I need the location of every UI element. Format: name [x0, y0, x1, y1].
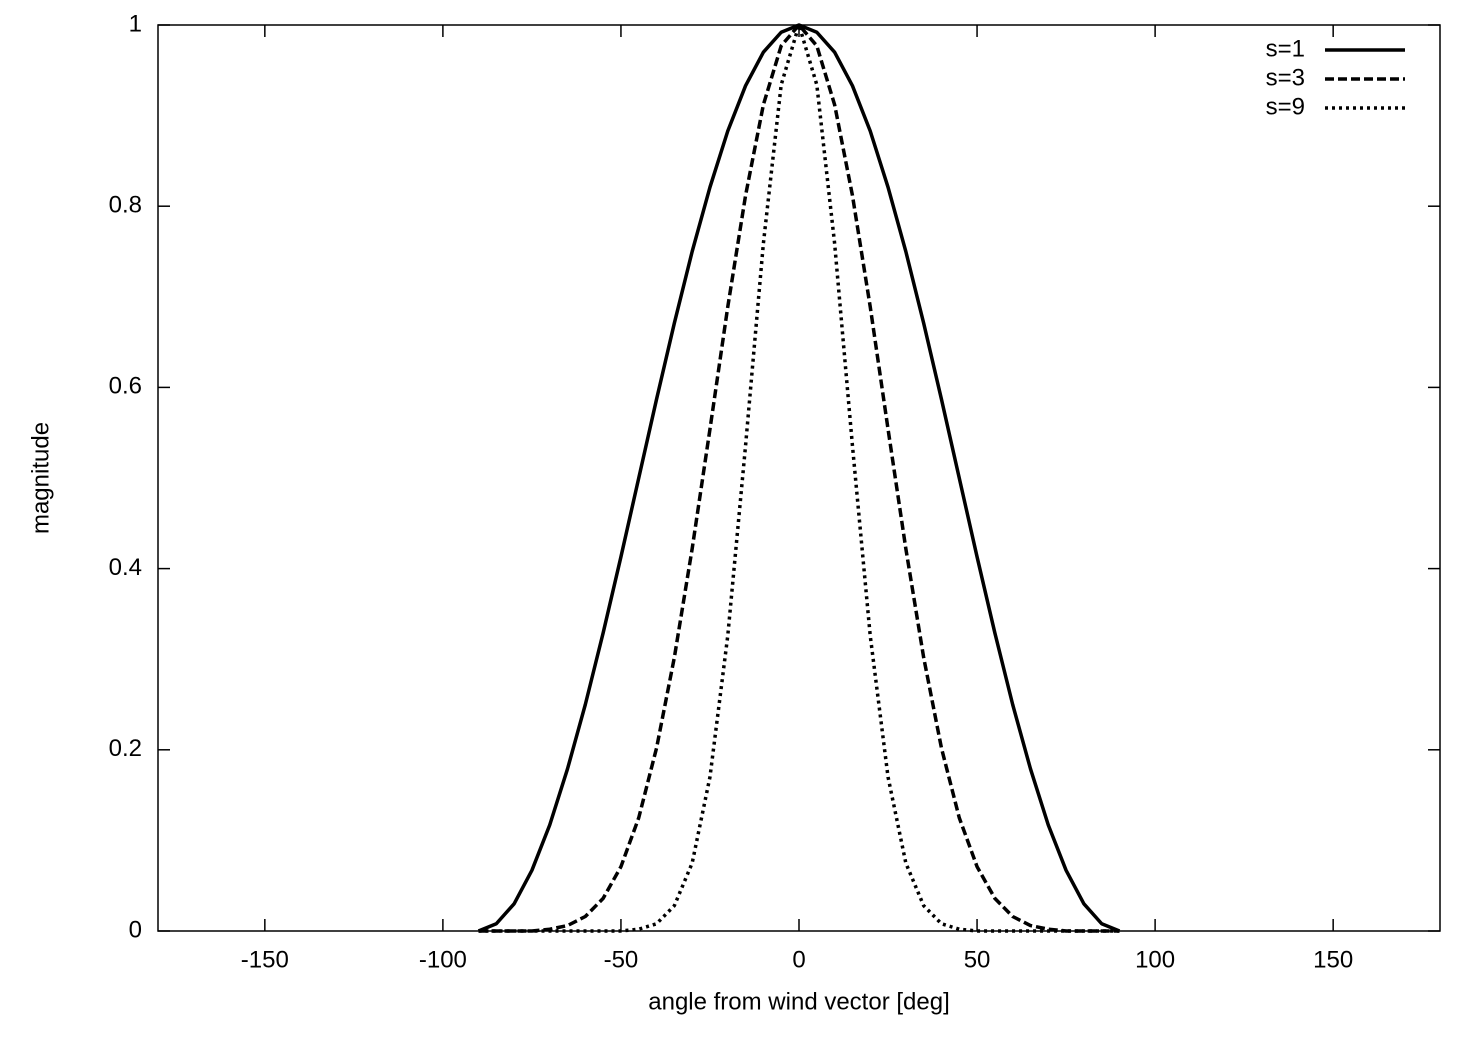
- legend-label: s=9: [1266, 93, 1305, 120]
- x-tick-label: 50: [964, 946, 991, 973]
- x-tick-label: -150: [241, 946, 289, 973]
- x-tick-label: 100: [1135, 946, 1175, 973]
- series-line: [478, 23, 1120, 933]
- x-tick-label: -100: [419, 946, 467, 973]
- y-axis-label: magnitude: [27, 422, 54, 534]
- x-axis-label: angle from wind vector [deg]: [648, 988, 950, 1015]
- plot-frame: [157, 24, 1441, 932]
- y-tick-label: 0.6: [109, 373, 142, 400]
- legend-label: s=1: [1266, 35, 1305, 62]
- series-line: [477, 23, 1121, 933]
- y-tick-label: 0.8: [109, 192, 142, 219]
- y-tick-label: 0: [129, 916, 142, 943]
- x-tick-label: -50: [604, 946, 639, 973]
- legend-label: s=3: [1266, 64, 1305, 91]
- y-tick-label: 0.2: [109, 735, 142, 762]
- y-tick-label: 0.4: [109, 554, 142, 581]
- series-line: [478, 23, 1120, 933]
- x-tick-label: 0: [792, 946, 805, 973]
- y-tick-label: 1: [129, 10, 142, 37]
- x-tick-label: 150: [1313, 946, 1353, 973]
